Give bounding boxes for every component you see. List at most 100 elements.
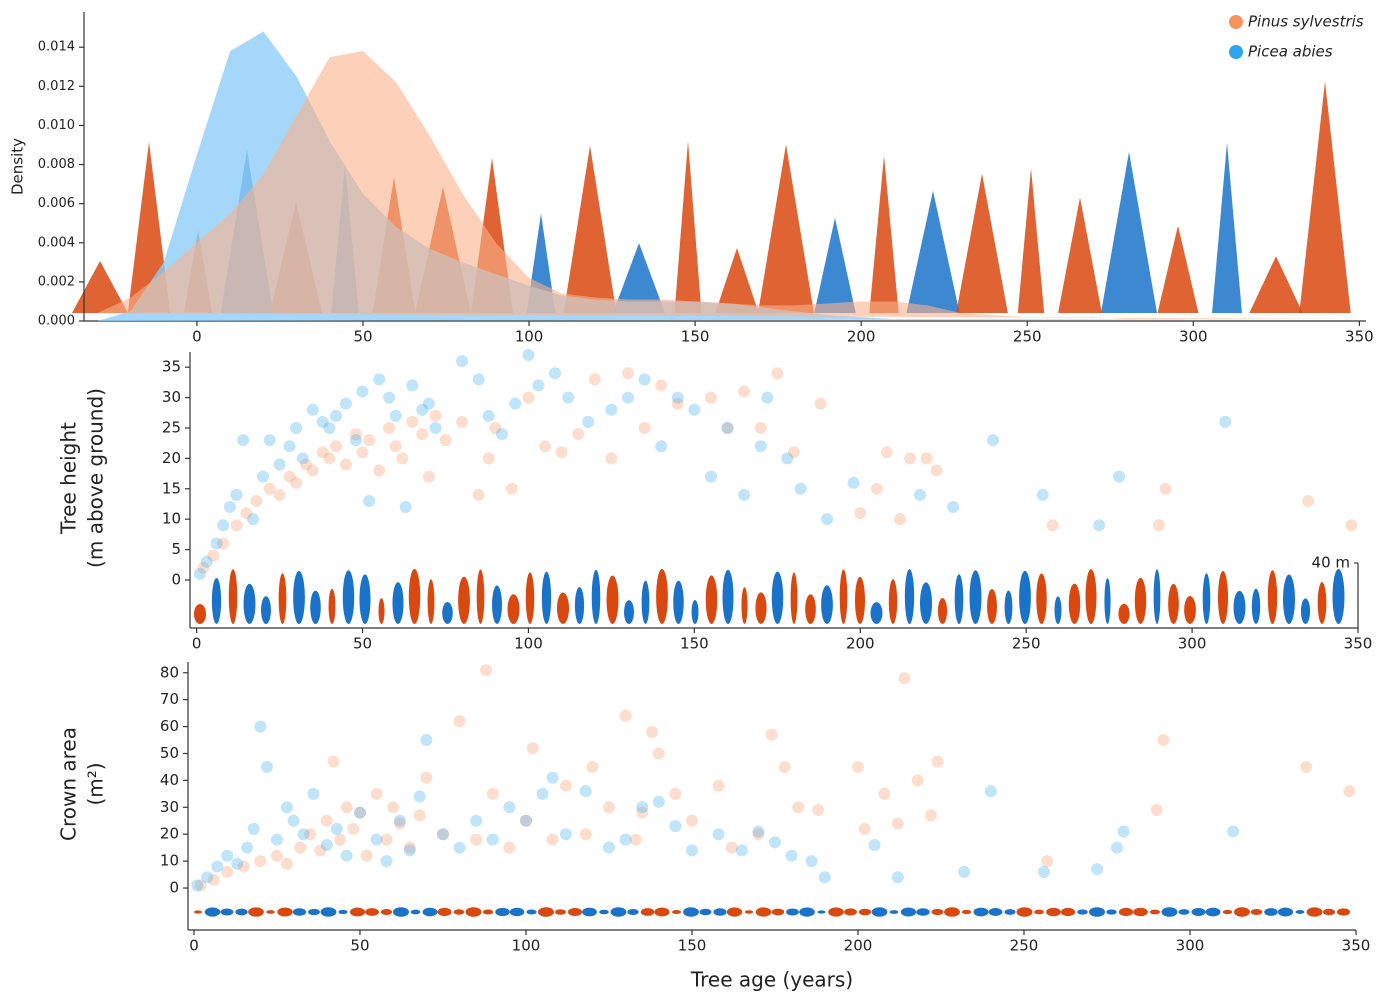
tree-silhouette bbox=[1249, 256, 1302, 313]
crown-silhouette bbox=[1046, 908, 1061, 917]
crown-silhouette bbox=[423, 908, 438, 917]
point bbox=[586, 761, 598, 773]
point bbox=[947, 501, 959, 513]
point bbox=[414, 791, 426, 803]
point bbox=[1153, 519, 1165, 531]
point bbox=[487, 834, 499, 846]
point bbox=[892, 817, 904, 829]
tree-silhouette bbox=[1318, 582, 1327, 624]
tree-silhouette bbox=[542, 572, 551, 624]
tree-silhouette bbox=[1154, 569, 1161, 624]
y-tick-label: 20 bbox=[162, 449, 181, 467]
point bbox=[201, 556, 213, 568]
x-tick-label: 200 bbox=[844, 937, 873, 955]
point bbox=[769, 836, 781, 848]
tree-silhouette bbox=[656, 569, 668, 624]
point bbox=[1038, 866, 1050, 878]
point bbox=[231, 858, 243, 870]
point bbox=[622, 392, 634, 404]
tree-silhouette bbox=[508, 594, 520, 624]
x-tick-label: 100 bbox=[515, 328, 544, 346]
tree-silhouette bbox=[1234, 591, 1246, 624]
tree-silhouette bbox=[194, 604, 206, 624]
tree-silhouette bbox=[1184, 596, 1196, 624]
tree-silhouette bbox=[1018, 168, 1044, 313]
crown-silhouette bbox=[483, 909, 493, 914]
point bbox=[781, 452, 793, 464]
tree-silhouette bbox=[1101, 152, 1157, 313]
point bbox=[354, 807, 366, 819]
x-tick-label: 300 bbox=[1179, 328, 1208, 346]
crown-silhouette bbox=[1192, 908, 1206, 916]
tree-silhouette bbox=[889, 579, 897, 624]
point bbox=[1151, 804, 1163, 816]
crown-silhouette bbox=[495, 908, 509, 916]
tree-silhouette bbox=[1069, 584, 1081, 624]
tree-silhouette bbox=[869, 155, 898, 313]
tree-silhouette bbox=[1005, 590, 1013, 624]
point bbox=[357, 446, 369, 458]
point bbox=[1157, 734, 1169, 746]
point bbox=[307, 465, 319, 477]
tree-silhouette bbox=[261, 596, 271, 624]
tree-silhouette bbox=[1135, 578, 1146, 624]
legend-label: Pinus sylvestris bbox=[1248, 13, 1364, 31]
crown-silhouette bbox=[437, 908, 451, 916]
tree-silhouette bbox=[1218, 571, 1228, 624]
tree-silhouette bbox=[607, 576, 619, 624]
tree-silhouette bbox=[343, 570, 354, 624]
point bbox=[371, 834, 383, 846]
tree-silhouette bbox=[956, 174, 1008, 313]
point bbox=[298, 828, 310, 840]
crown-silhouette bbox=[713, 908, 726, 915]
point bbox=[331, 823, 343, 835]
point bbox=[522, 392, 534, 404]
tree-silhouette bbox=[293, 571, 305, 624]
point bbox=[341, 801, 353, 813]
tree-silhouette bbox=[970, 570, 982, 624]
point bbox=[440, 434, 452, 446]
tree-silhouette bbox=[1203, 573, 1211, 624]
point bbox=[294, 842, 306, 854]
point bbox=[230, 519, 242, 531]
crown-silhouette bbox=[1337, 908, 1350, 915]
point bbox=[483, 452, 495, 464]
point bbox=[340, 458, 352, 470]
point bbox=[925, 809, 937, 821]
point bbox=[506, 483, 518, 495]
tree-silhouette bbox=[1036, 573, 1046, 624]
point bbox=[284, 440, 296, 452]
point bbox=[892, 871, 904, 883]
point bbox=[361, 850, 373, 862]
tree-silhouette bbox=[675, 141, 702, 313]
crown-silhouette bbox=[844, 908, 857, 915]
point bbox=[1047, 519, 1059, 531]
point bbox=[414, 809, 426, 821]
point bbox=[1111, 842, 1123, 854]
point bbox=[274, 458, 286, 470]
point bbox=[639, 373, 651, 385]
point bbox=[330, 410, 342, 422]
crown-silhouette bbox=[1206, 908, 1221, 917]
point bbox=[454, 842, 466, 854]
point bbox=[387, 801, 399, 813]
point bbox=[406, 379, 418, 391]
y-tick-label: 70 bbox=[160, 690, 179, 708]
tree-silhouette bbox=[805, 594, 816, 624]
point bbox=[430, 422, 442, 434]
tree-silhouette bbox=[755, 592, 766, 624]
point bbox=[620, 834, 632, 846]
tree-silhouette bbox=[855, 577, 865, 624]
crown-silhouette bbox=[1089, 907, 1105, 917]
point bbox=[211, 537, 223, 549]
point bbox=[416, 428, 428, 440]
tree-silhouette bbox=[492, 585, 502, 624]
point bbox=[603, 801, 615, 813]
point bbox=[795, 483, 807, 495]
point bbox=[430, 410, 442, 422]
point bbox=[655, 379, 667, 391]
tree-silhouette bbox=[392, 582, 403, 624]
point bbox=[224, 501, 236, 513]
point bbox=[271, 834, 283, 846]
y-tick-label: 0 bbox=[171, 570, 181, 588]
